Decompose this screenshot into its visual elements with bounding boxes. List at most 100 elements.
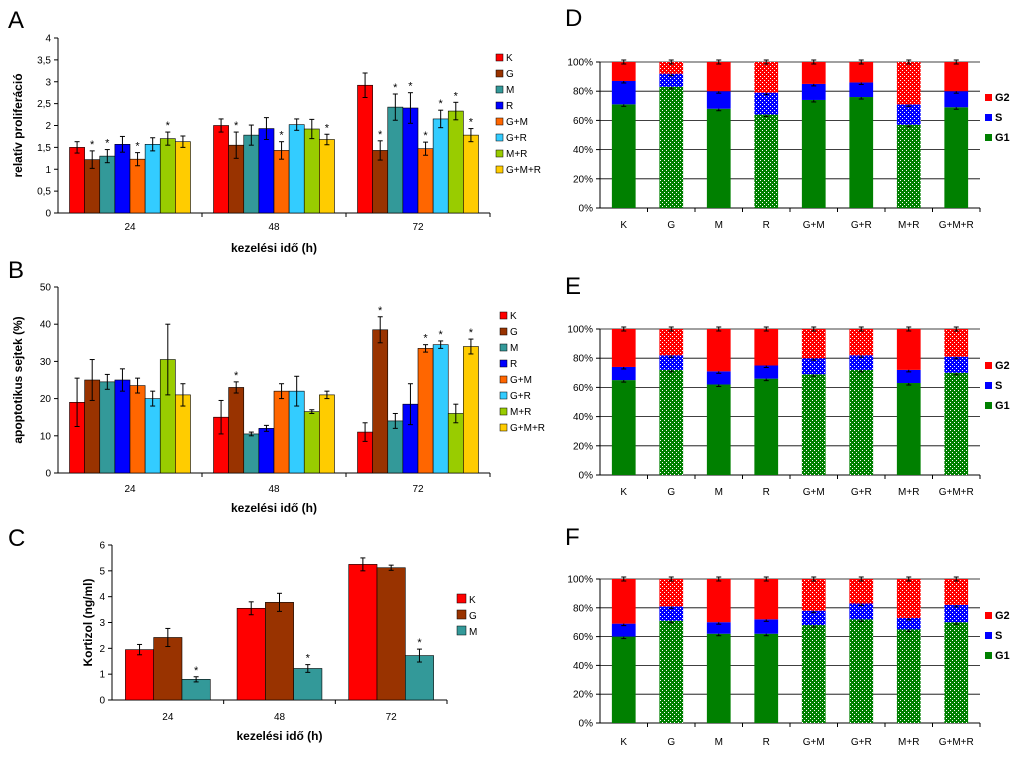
legend-swatch	[985, 652, 992, 659]
bar-k	[357, 84, 373, 214]
bar-m-r	[303, 128, 320, 214]
legend-swatch	[456, 593, 467, 604]
x-tick-label: 24	[162, 712, 174, 723]
stack-seg-g1	[659, 369, 684, 475]
legend-label: S	[995, 112, 1002, 124]
y-tick-label: 80%	[573, 87, 593, 98]
legend-swatch	[499, 407, 508, 416]
y-tick-label: 80%	[573, 603, 593, 614]
significance-star: *	[234, 120, 239, 132]
bar-g-r	[432, 118, 449, 214]
legend-swatch	[985, 612, 992, 619]
x-axis-title: kezelési idő (h)	[231, 241, 317, 255]
x-tick-label: 72	[412, 484, 424, 495]
stack-seg-g2	[706, 579, 731, 623]
significance-star: *	[393, 82, 398, 94]
stack-seg-s	[659, 606, 684, 621]
y-tick-label: 0,5	[37, 187, 51, 198]
stack-seg-s	[754, 619, 779, 634]
x-tick-label: G+M	[803, 487, 825, 498]
stack-seg-s	[896, 104, 921, 125]
bar-r	[114, 379, 131, 474]
stack-seg-g2	[801, 62, 826, 84]
x-axis-title: kezelési idő (h)	[236, 729, 322, 743]
bar-m	[243, 433, 260, 474]
y-tick-label: 100%	[567, 58, 593, 69]
y-tick-label: 1	[45, 165, 51, 176]
y-tick-label: 2	[45, 121, 51, 132]
stack-seg-g2	[849, 329, 874, 356]
y-tick-label: 0	[99, 696, 105, 707]
significance-star: *	[234, 370, 239, 382]
bar-g	[228, 387, 245, 474]
stack-seg-s	[801, 83, 826, 100]
x-tick-label: G+M+R	[939, 737, 974, 748]
y-tick-label: 100%	[567, 325, 593, 336]
significance-star: *	[423, 130, 428, 142]
y-tick-label: 40	[40, 320, 52, 331]
bar-g-m	[417, 348, 434, 474]
legend-label: K	[506, 53, 513, 64]
bar-m	[293, 668, 323, 701]
bar-k	[236, 607, 266, 701]
x-tick-label: G	[667, 220, 675, 231]
bar-m-r	[303, 411, 320, 474]
stack-seg-g1	[706, 108, 731, 208]
y-tick-label: 60%	[573, 632, 593, 643]
legend-swatch	[456, 609, 467, 620]
legend-label: M+R	[510, 407, 531, 418]
legend-swatch	[495, 149, 504, 158]
y-tick-label: 0	[45, 469, 51, 480]
legend-swatch	[985, 632, 992, 639]
y-tick-label: 40%	[573, 661, 593, 672]
bar-g-m	[129, 158, 146, 214]
bar-r	[258, 128, 275, 214]
panel-letter: C	[8, 525, 25, 552]
x-tick-label: 24	[124, 484, 136, 495]
significance-star: *	[279, 130, 284, 142]
y-tick-label: 3,5	[37, 55, 51, 66]
bar-m-r	[159, 138, 176, 214]
legend-label: G+M	[506, 117, 528, 128]
stack-seg-s	[706, 91, 731, 109]
x-tick-label: R	[763, 487, 770, 498]
y-tick-label: 40%	[573, 412, 593, 423]
stack-seg-s	[896, 369, 921, 384]
legend-label: S	[995, 380, 1002, 392]
y-tick-label: 50	[40, 283, 52, 294]
x-tick-label: M+R	[898, 737, 919, 748]
y-tick-label: 0	[45, 209, 51, 220]
legend-swatch	[495, 133, 504, 142]
stack-seg-g1	[754, 114, 779, 208]
legend-label: G2	[995, 610, 1010, 622]
stack-seg-s	[706, 371, 731, 385]
stack-seg-g2	[611, 62, 636, 81]
x-tick-label: R	[763, 737, 770, 748]
y-tick-label: 3	[99, 618, 105, 629]
x-tick-label: 72	[412, 222, 424, 233]
stack-seg-g1	[849, 97, 874, 208]
stack-seg-g2	[944, 579, 969, 605]
x-tick-label: K	[620, 220, 627, 231]
panel-B: B 0 10 20 30 40 50 24 48 * 72 * * * * kezelési idő (h) a…	[8, 257, 545, 515]
bar-g-m-r	[463, 134, 479, 214]
legend-label: G	[506, 69, 514, 80]
stack-seg-g2	[944, 329, 969, 357]
legend-swatch	[499, 375, 508, 384]
significance-star: *	[194, 665, 199, 677]
y-tick-label: 100%	[567, 575, 593, 586]
significance-star: *	[439, 329, 444, 341]
stack-seg-g1	[849, 619, 874, 723]
stack-seg-g1	[801, 374, 826, 475]
stack-seg-g1	[849, 369, 874, 475]
stack-seg-g2	[849, 62, 874, 83]
legend-label: R	[506, 101, 513, 112]
y-tick-label: 4	[45, 34, 51, 45]
y-axis-title: relatív proliferáció	[11, 73, 25, 177]
stack-seg-g1	[801, 625, 826, 723]
legend-label: G1	[995, 400, 1010, 412]
x-tick-label: M	[715, 487, 723, 498]
legend-swatch	[499, 423, 508, 432]
stack-seg-g1	[944, 372, 969, 475]
significance-star: *	[325, 122, 330, 134]
